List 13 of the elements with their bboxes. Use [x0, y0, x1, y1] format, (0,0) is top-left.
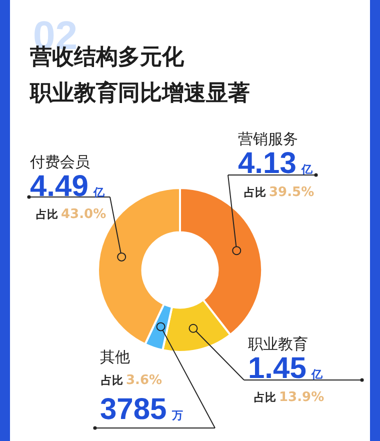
text: 4.49 亿 — [30, 170, 104, 203]
slice-label: 职业教育 — [248, 335, 309, 354]
chart-subtitle: 职业教育同比增速显著 — [30, 80, 250, 108]
data-label: 占比 13.9% — [254, 390, 324, 405]
slice-label: 其他 — [100, 348, 131, 367]
slice-label: 营销服务 — [238, 130, 299, 149]
slice-label: 付费会员 — [30, 153, 91, 172]
text: 3785 万 — [100, 393, 183, 426]
data-label: 占比 39.5% — [244, 185, 314, 200]
text: 4.13 亿 — [238, 147, 312, 180]
text: 1.45 亿 — [248, 352, 322, 385]
data-label: 占比 3.6% — [101, 373, 162, 388]
data-label: 占比 43.0% — [36, 207, 106, 222]
